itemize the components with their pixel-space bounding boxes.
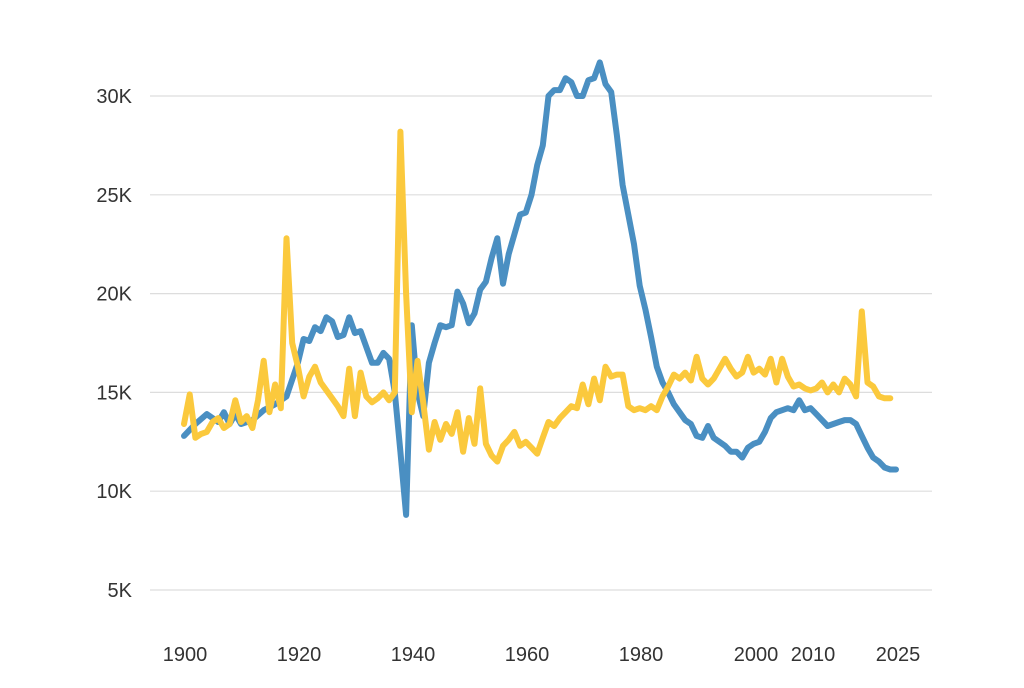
grid-lines [150,95,932,591]
y-tick-label: 5K [108,580,133,602]
y-tick-label: 15K [96,382,132,404]
x-tick-label: 2010 [791,644,836,666]
y-tick-label: 10K [96,481,132,503]
y-tick-label: 20K [96,284,132,306]
x-axis: 1900 1920 1940 1960 1980 2000 2010 2025 [163,644,921,666]
y-tick-label: 25K [96,185,132,207]
series-line-yellow [181,128,894,465]
x-tick-label: 1940 [391,644,436,666]
x-tick-label: 2000 [734,644,779,666]
y-tick-label: 30K [96,86,132,108]
x-tick-label: 1960 [505,644,550,666]
x-tick-label: 2025 [876,644,921,666]
x-tick-label: 1900 [163,644,208,666]
series-lines [181,59,899,518]
y-axis: 5K 10K 15K 20K 25K 30K [96,86,132,602]
x-tick-label: 1980 [619,644,664,666]
series-line-blue [181,59,899,518]
x-tick-label: 1920 [277,644,322,666]
